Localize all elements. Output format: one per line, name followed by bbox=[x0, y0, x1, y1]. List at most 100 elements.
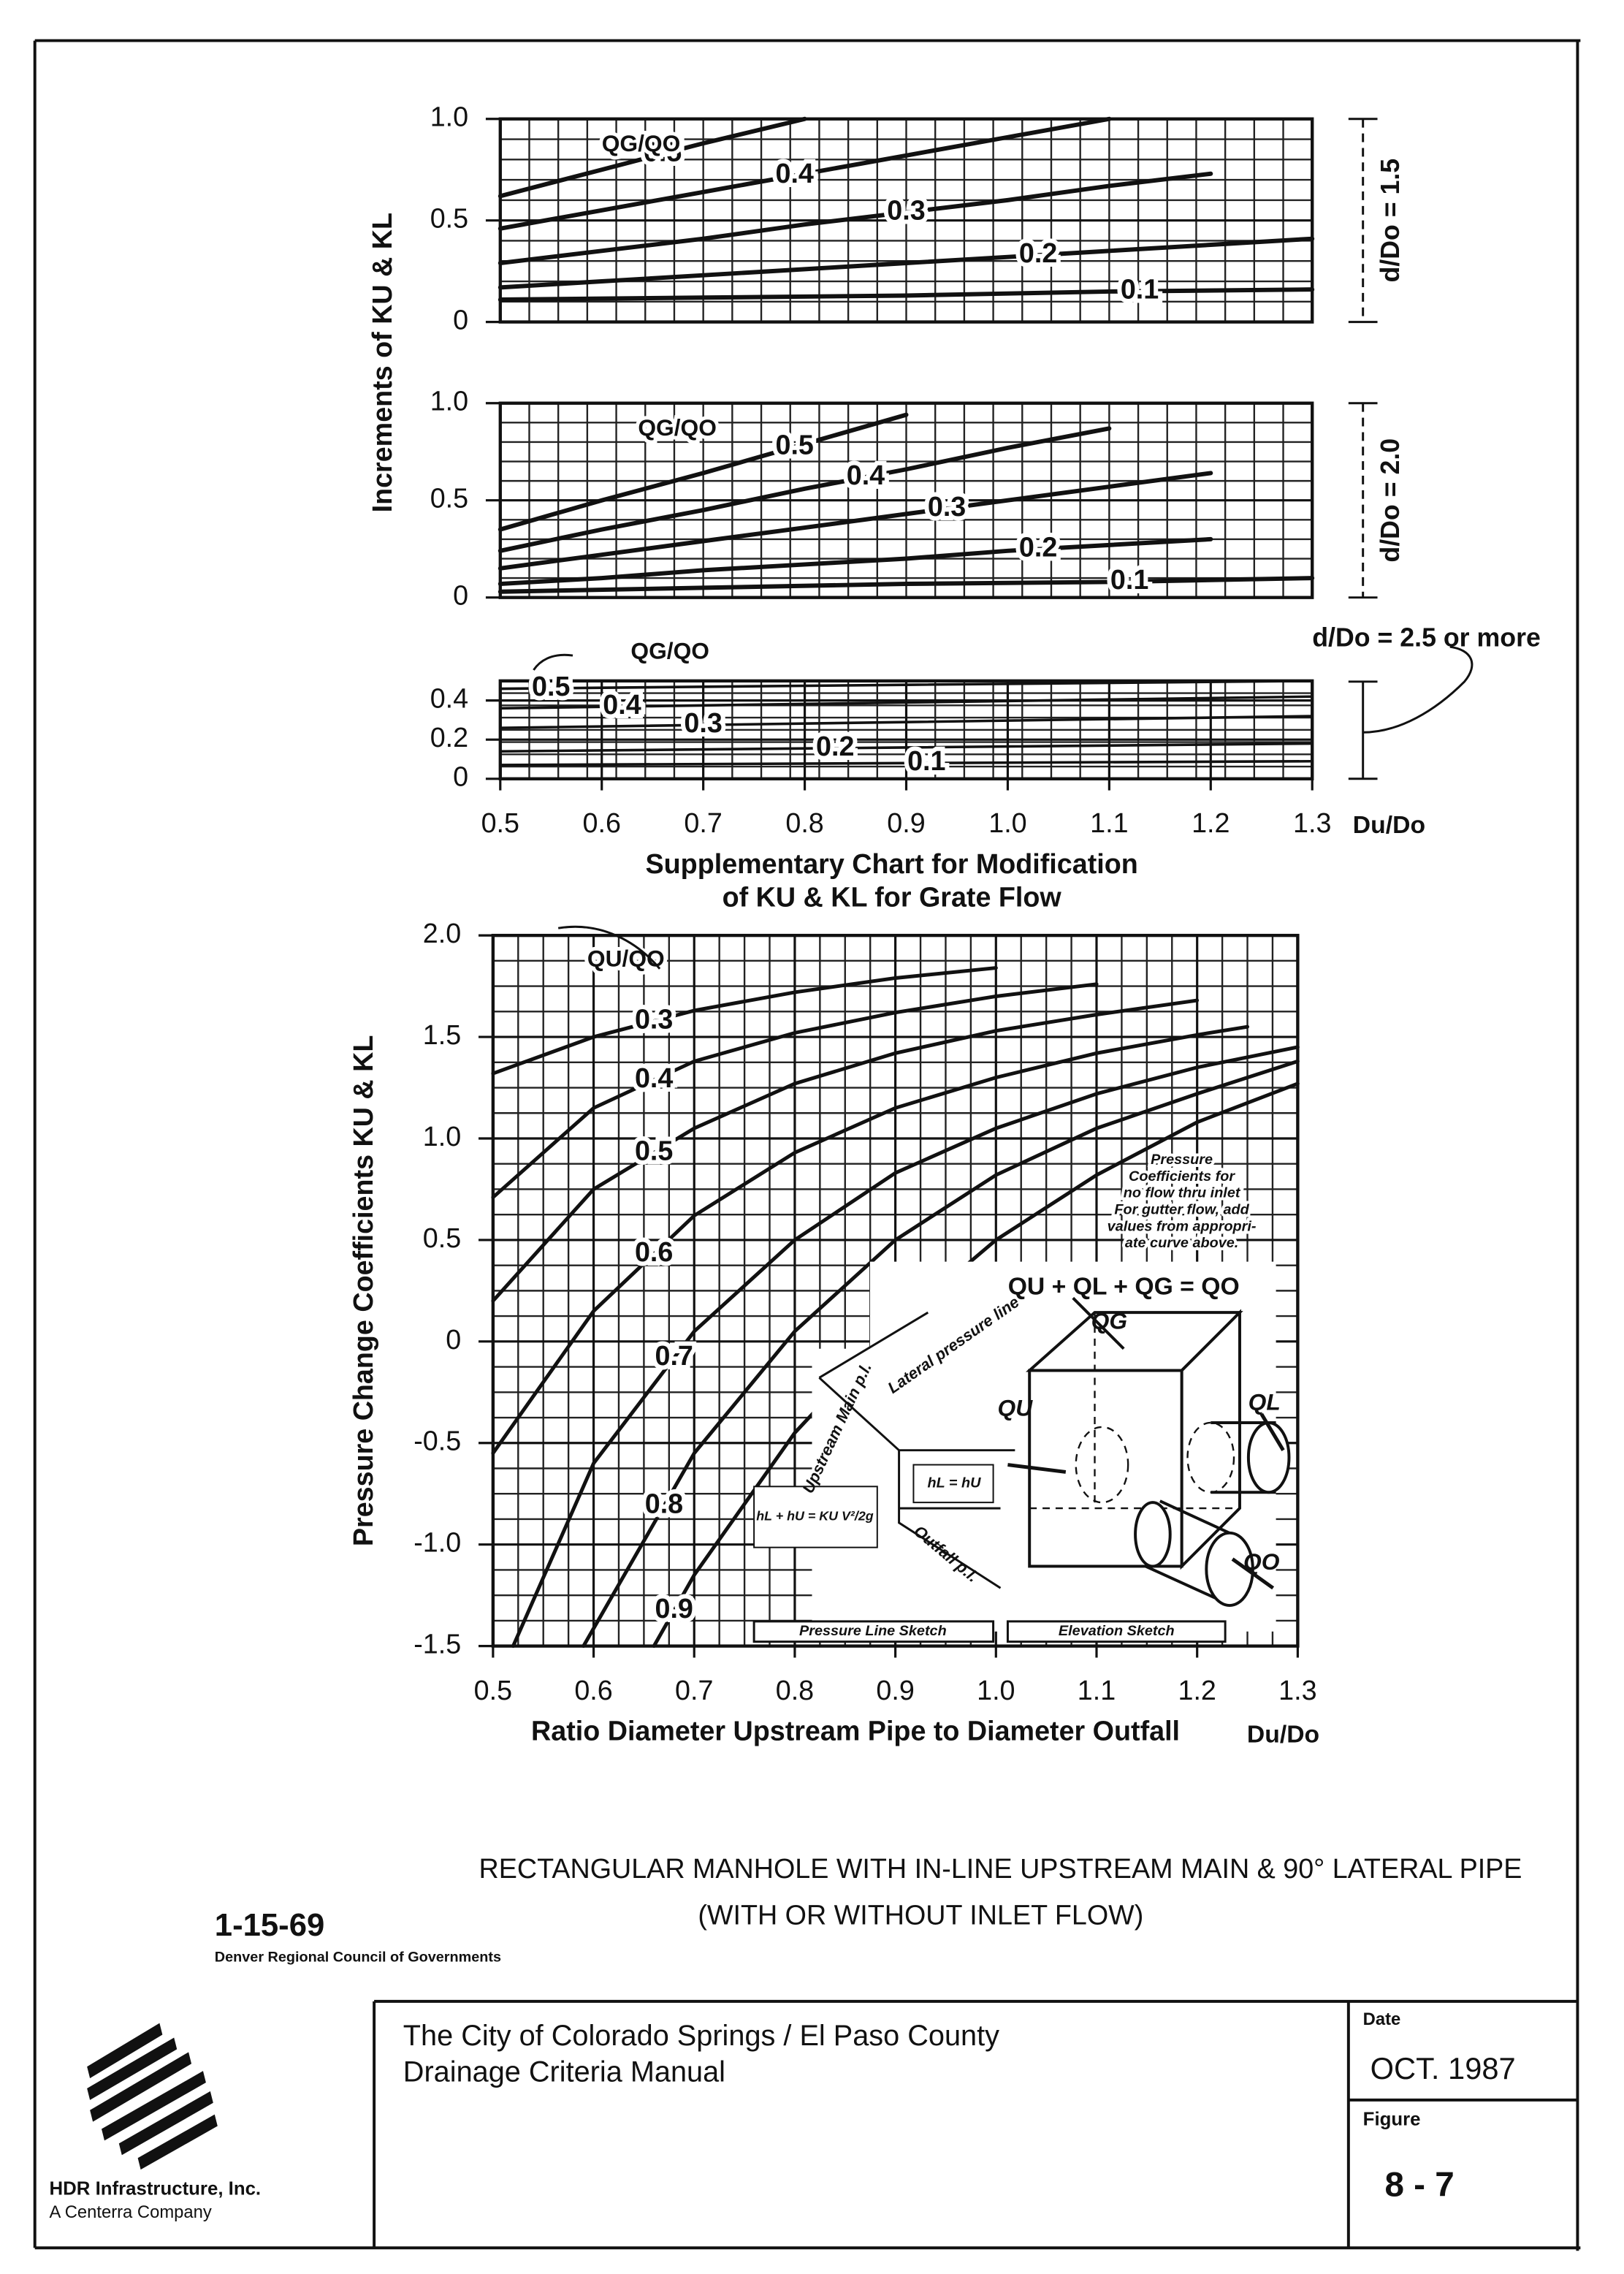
sketch-label: QL bbox=[1249, 1389, 1281, 1415]
sketch-label: QG bbox=[1091, 1307, 1127, 1334]
legend-title: QG/QO bbox=[638, 414, 717, 441]
y-tick-label: 1.0 bbox=[430, 386, 468, 417]
x-tick-label: 0.9 bbox=[887, 807, 925, 838]
curve bbox=[499, 715, 1314, 729]
date-code: 1-15-69 bbox=[215, 1907, 324, 1943]
y-tick-label: -0.5 bbox=[413, 1426, 461, 1456]
y-tick-label: 0.5 bbox=[423, 1222, 461, 1253]
company-subtitle: A Centerra Company bbox=[50, 2202, 212, 2222]
curve bbox=[498, 116, 1112, 231]
curve bbox=[499, 742, 1314, 753]
curve-label: 0.2 bbox=[1019, 531, 1057, 562]
curve-label: 0.5 bbox=[532, 671, 570, 701]
agency: Denver Regional Council of Governments bbox=[215, 1950, 501, 1966]
curve bbox=[498, 287, 1315, 303]
y-tick-label: -1.5 bbox=[413, 1629, 461, 1659]
sketch bbox=[752, 1261, 1291, 1643]
chart-title: of KU & KL for Grate Flow bbox=[723, 881, 1062, 912]
legend-title: QU/QO bbox=[587, 945, 665, 971]
condition-brackets bbox=[533, 118, 1474, 970]
x-tick-label: 1.2 bbox=[1178, 1675, 1216, 1706]
x-axis-label: Ratio Diameter Upstream Pipe to Diameter… bbox=[531, 1716, 1180, 1746]
x-tick-label: 1.2 bbox=[1192, 807, 1230, 838]
chart: 0.4 0.2 0 0.5 0.6 0.7 0.8 0.9 1.0 1.1 1.2 1.3 0.5 0.4… bbox=[430, 619, 1545, 913]
y-tick-label: 0.2 bbox=[430, 722, 468, 753]
curve-label: 0.4 bbox=[775, 158, 813, 189]
curve bbox=[498, 471, 1213, 571]
curve bbox=[582, 1059, 1300, 1649]
y-axis-label: Pressure Change Coefficients KU & KL bbox=[348, 1035, 378, 1546]
note-line: Pressure bbox=[1151, 1152, 1213, 1168]
figure-label: Figure bbox=[1363, 2109, 1421, 2129]
manual-title: The City of Colorado Springs / El Paso C… bbox=[403, 2020, 999, 2052]
chart: 1.0 0.5 0 0.5 0.4 0.3 0.2 0.1 QG/QO d/Do = 1.5 Inc… bbox=[367, 102, 1409, 513]
plot-frame bbox=[491, 933, 1300, 1648]
y-tick-label: 0 bbox=[453, 580, 468, 611]
note-line: For gutter flow, add bbox=[1114, 1201, 1249, 1217]
curve bbox=[491, 982, 1099, 1200]
footer-frame bbox=[373, 1999, 1578, 2248]
chart-title: Supplementary Chart for Modification bbox=[646, 848, 1138, 879]
x-tick-label: 0.7 bbox=[675, 1675, 713, 1706]
legend-title: QG/QO bbox=[630, 638, 709, 664]
x-tick-label: 1.1 bbox=[1090, 807, 1128, 838]
sketch-label: hL = hU bbox=[928, 1475, 982, 1491]
curve-label: 0.9 bbox=[655, 1593, 693, 1624]
curve bbox=[511, 1045, 1300, 1649]
curve-label: 0.3 bbox=[684, 707, 722, 738]
y-tick-label: 1.5 bbox=[423, 1019, 461, 1050]
plot-frame bbox=[498, 401, 1314, 599]
note-line: no flow thru inlet bbox=[1124, 1185, 1241, 1201]
company-logo bbox=[87, 2023, 218, 2170]
x-tick-label: 0.9 bbox=[876, 1675, 914, 1706]
x-tick-label: 0.8 bbox=[785, 807, 823, 838]
caption: (WITH OR WITHOUT INLET FLOW) bbox=[698, 1900, 1143, 1931]
x-tick-label: 1.3 bbox=[1293, 807, 1331, 838]
y-tick-label: 2.0 bbox=[423, 918, 461, 948]
curve-label: 0.4 bbox=[635, 1062, 673, 1093]
plot-frame bbox=[498, 117, 1314, 324]
y-tick-label: 0 bbox=[453, 761, 468, 792]
y-tick-label: 0.5 bbox=[430, 483, 468, 514]
condition-label: d/Do = 2.5 or more bbox=[1312, 623, 1541, 653]
company-name: HDR Infrastructure, Inc. bbox=[50, 2179, 262, 2199]
curve bbox=[491, 998, 1200, 1303]
x-tick-label: 1.1 bbox=[1078, 1675, 1116, 1706]
curve-label: 0.5 bbox=[775, 430, 813, 460]
curve bbox=[498, 536, 1213, 587]
curve-label: 0.3 bbox=[887, 195, 925, 226]
x-tick-label: 0.7 bbox=[684, 807, 722, 838]
curve bbox=[498, 236, 1315, 290]
curve-label: 0.4 bbox=[603, 689, 641, 720]
curve bbox=[498, 171, 1213, 266]
figure-number: 8 - 7 bbox=[1384, 2165, 1454, 2204]
x-tick-label: 0.8 bbox=[776, 1675, 814, 1706]
curve-label: 0.3 bbox=[928, 491, 966, 522]
curve-label: 0.4 bbox=[847, 460, 885, 490]
x-tick-label: 0.5 bbox=[481, 807, 519, 838]
date-label: Date bbox=[1363, 2009, 1401, 2029]
chart: 1.0 0.5 0 0.5 0.4 0.3 0.2 0.1 QG/QO d/Do = 2.0 bbox=[430, 386, 1409, 611]
sketch-label: QU bbox=[998, 1395, 1034, 1421]
curve-label: 0.2 bbox=[1019, 237, 1057, 268]
x-axis-symbol: Du/Do bbox=[1353, 811, 1425, 839]
curve bbox=[491, 1024, 1249, 1456]
curve bbox=[491, 966, 998, 1076]
sketch-label: Elevation Sketch bbox=[1059, 1623, 1175, 1639]
curve bbox=[498, 576, 1315, 594]
y-tick-label: 0.5 bbox=[430, 203, 468, 234]
x-tick-label: 1.0 bbox=[988, 807, 1026, 838]
condition-label: d/Do = 1.5 bbox=[1376, 159, 1405, 283]
curve-label: 0.2 bbox=[816, 731, 854, 761]
x-axis-symbol: Du/Do bbox=[1247, 1721, 1319, 1749]
condition-label: d/Do = 2.0 bbox=[1376, 438, 1405, 563]
curve-label: 0.1 bbox=[1121, 273, 1159, 304]
curve-label: 0.3 bbox=[635, 1003, 673, 1034]
y-axis-label: Increments of KU & KL bbox=[367, 213, 397, 512]
curve bbox=[498, 412, 909, 532]
plot-frame bbox=[498, 679, 1314, 780]
curve bbox=[498, 116, 807, 199]
curve bbox=[499, 695, 1314, 710]
curve-label: 0.1 bbox=[1110, 564, 1148, 595]
